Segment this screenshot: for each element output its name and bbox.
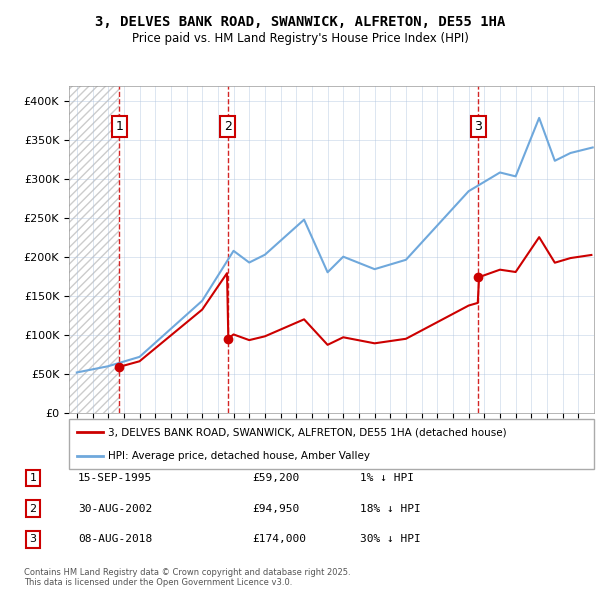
Text: Price paid vs. HM Land Registry's House Price Index (HPI): Price paid vs. HM Land Registry's House … (131, 32, 469, 45)
Text: 08-AUG-2018: 08-AUG-2018 (78, 535, 152, 544)
Text: Contains HM Land Registry data © Crown copyright and database right 2025.
This d: Contains HM Land Registry data © Crown c… (24, 568, 350, 587)
Text: £59,200: £59,200 (252, 473, 299, 483)
Text: 3: 3 (475, 120, 482, 133)
FancyBboxPatch shape (69, 419, 594, 469)
Text: 1: 1 (115, 120, 123, 133)
Bar (69, 86, 119, 413)
Bar (69, 86, 119, 413)
Text: 1: 1 (29, 473, 37, 483)
Text: 30% ↓ HPI: 30% ↓ HPI (360, 535, 421, 544)
Text: 15-SEP-1995: 15-SEP-1995 (78, 473, 152, 483)
Text: 30-AUG-2002: 30-AUG-2002 (78, 504, 152, 513)
Text: 2: 2 (29, 504, 37, 513)
Text: 3: 3 (29, 535, 37, 544)
Text: £174,000: £174,000 (252, 535, 306, 544)
Text: 3, DELVES BANK ROAD, SWANWICK, ALFRETON, DE55 1HA: 3, DELVES BANK ROAD, SWANWICK, ALFRETON,… (95, 15, 505, 29)
Text: 1% ↓ HPI: 1% ↓ HPI (360, 473, 414, 483)
Text: 2: 2 (224, 120, 232, 133)
Text: HPI: Average price, detached house, Amber Valley: HPI: Average price, detached house, Ambe… (109, 451, 370, 461)
Text: 18% ↓ HPI: 18% ↓ HPI (360, 504, 421, 513)
Text: £94,950: £94,950 (252, 504, 299, 513)
Text: 3, DELVES BANK ROAD, SWANWICK, ALFRETON, DE55 1HA (detached house): 3, DELVES BANK ROAD, SWANWICK, ALFRETON,… (109, 427, 507, 437)
